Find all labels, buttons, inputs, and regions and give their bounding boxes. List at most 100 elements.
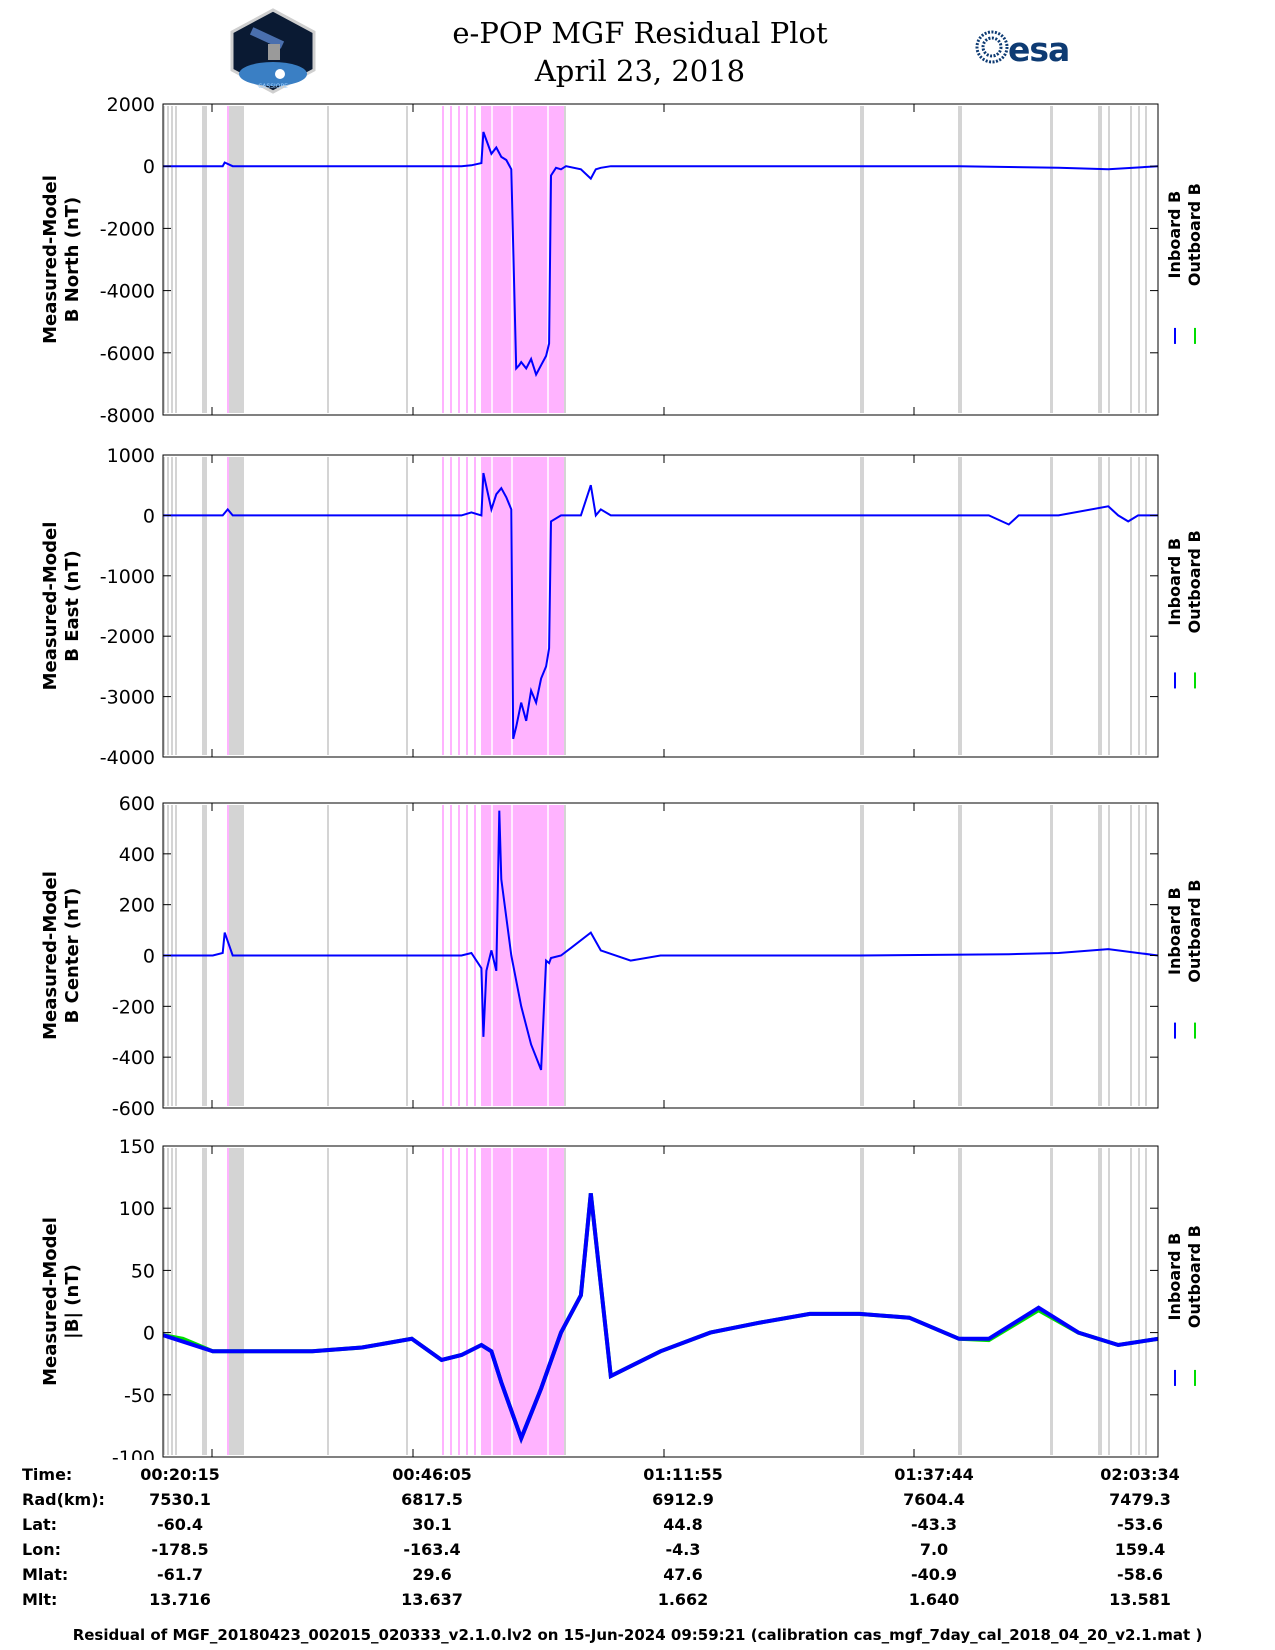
magenta-band (466, 1148, 468, 1455)
gray-band (860, 106, 864, 413)
table-cell: 1.640 (908, 1590, 960, 1609)
gray-band (406, 1148, 408, 1455)
legend-label-inboard: Inboard B (1165, 1233, 1184, 1321)
gray-band (1108, 1148, 1110, 1455)
gray-band (1098, 805, 1102, 1106)
y-tick-label: -8000 (100, 405, 155, 427)
table-column: 01:11:55 6912.9 44.8 -4.3 47.6 1.662 (603, 1462, 763, 1612)
y-axis-label: Measured-Model|B| (nT) (40, 1217, 83, 1386)
y-tick-label: -2000 (100, 218, 155, 240)
legend-label-outboard: Outboard B (1185, 1225, 1204, 1328)
gray-band (1108, 457, 1110, 755)
gray-band (1145, 106, 1147, 413)
magenta-band (481, 1148, 564, 1455)
gray-band (406, 457, 408, 755)
magenta-band (466, 106, 468, 413)
gray-band (202, 1148, 207, 1455)
table-cell: -61.7 (156, 1565, 204, 1584)
y-tick-label: -600 (112, 1098, 155, 1120)
esa-logo-text: esa (1008, 30, 1070, 69)
table-cell: 13.581 (1109, 1590, 1171, 1609)
y-tick-label: -2000 (100, 626, 155, 648)
y-tick-label: 0 (143, 1323, 155, 1345)
table-column: 00:46:05 6817.5 30.1 -163.4 29.6 13.637 (352, 1462, 512, 1612)
table-cell: 44.8 (663, 1515, 703, 1534)
legend-label-outboard: Outboard B (1185, 183, 1204, 286)
gray-band (860, 457, 864, 755)
table-column: 01:37:44 7604.4 -43.3 7.0 -40.9 1.640 (854, 1462, 1014, 1612)
table-cell: -60.4 (156, 1515, 204, 1534)
gray-band (1138, 457, 1140, 755)
gray-band (1130, 106, 1132, 413)
y-tick-label: -6000 (100, 343, 155, 365)
y-tick-label: -4000 (100, 281, 155, 303)
series-inboard (163, 131, 1158, 378)
gray-band (1138, 805, 1140, 1106)
magenta-band (458, 106, 460, 413)
gray-band (1108, 106, 1110, 413)
gray-band (163, 106, 165, 413)
y-axis-label-line1: Measured-Model (40, 175, 61, 344)
legend-labels: Inboard BOutboard B (1165, 1225, 1204, 1328)
gray-band (1130, 805, 1132, 1106)
panel-1: 2000 0 -2000 -4000 -6000 -8000 Measured-ModelB… (40, 94, 1204, 427)
gray-band (1050, 106, 1053, 413)
legend-label-inboard: Inboard B (1165, 887, 1184, 975)
table-cell: 159.4 (1114, 1540, 1166, 1559)
legend-labels: Inboard BOutboard B (1165, 880, 1204, 983)
magenta-band (481, 805, 564, 1106)
y-tick-label: -200 (112, 996, 155, 1018)
gray-band (1108, 805, 1110, 1106)
gray-band (1130, 1148, 1132, 1455)
table-cell: 13.716 (149, 1590, 211, 1609)
table-cell: 13.637 (401, 1590, 463, 1609)
magenta-band (458, 1148, 460, 1455)
table-cell: 7.0 (919, 1540, 949, 1559)
table-cell: 1.662 (657, 1590, 709, 1609)
magenta-band (474, 805, 476, 1106)
legend-label-outboard: Outboard B (1185, 880, 1204, 983)
table-cell: 7479.3 (1109, 1490, 1171, 1509)
table-cell: -40.9 (910, 1565, 958, 1584)
table-cell: -58.6 (1116, 1565, 1164, 1584)
y-tick-label: -400 (112, 1047, 155, 1069)
gray-band (1050, 805, 1053, 1106)
table-cell: 30.1 (412, 1515, 452, 1534)
table-row-label: Lon: (22, 1540, 61, 1559)
y-tick-label: -100 (112, 1447, 155, 1460)
y-axis-label-line2: B Center (nT) (62, 888, 83, 1024)
magenta-band (474, 1148, 476, 1455)
y-tick-label: 150 (119, 1136, 155, 1158)
gray-band (1145, 1148, 1147, 1455)
y-axis-label-line1: Measured-Model (40, 1217, 61, 1386)
gray-band (202, 457, 207, 755)
y-axis-label: Measured-ModelB East (nT) (40, 522, 83, 691)
plot-frame (162, 1145, 1159, 1458)
gray-band (167, 1148, 169, 1455)
series-inboard (163, 810, 1158, 1071)
y-tick-label: -4000 (100, 747, 155, 769)
gray-band (860, 1148, 864, 1455)
y-tick-label: 0 (143, 946, 155, 968)
title-line-1: e-POP MGF Residual Plot (452, 16, 828, 50)
gray-band (958, 1148, 962, 1455)
magenta-band (227, 805, 229, 1106)
gray-band (1145, 457, 1147, 755)
table-cell: 7604.4 (903, 1490, 965, 1509)
gray-band (202, 106, 207, 413)
magenta-band (227, 1148, 229, 1455)
table-row-label: Mlt: (22, 1590, 58, 1609)
y-axis-label-line2: B North (nT) (62, 197, 83, 323)
magenta-band (458, 457, 460, 755)
magenta-band (466, 457, 468, 755)
table-cell: 29.6 (412, 1565, 452, 1584)
gray-band (958, 457, 962, 755)
gray-band (228, 106, 244, 413)
gray-band (175, 106, 177, 413)
table-cell: 00:20:15 (140, 1465, 220, 1484)
footer-note: Residual of MGF_20180423_002015_020333_v… (72, 1626, 1203, 1644)
residual-plots: 20000-2000-4000-6000-8000Measured-ModelB… (40, 94, 1204, 1460)
gray-band (167, 106, 169, 413)
magenta-band (466, 805, 468, 1106)
y-tick-label: 0 (143, 156, 155, 178)
